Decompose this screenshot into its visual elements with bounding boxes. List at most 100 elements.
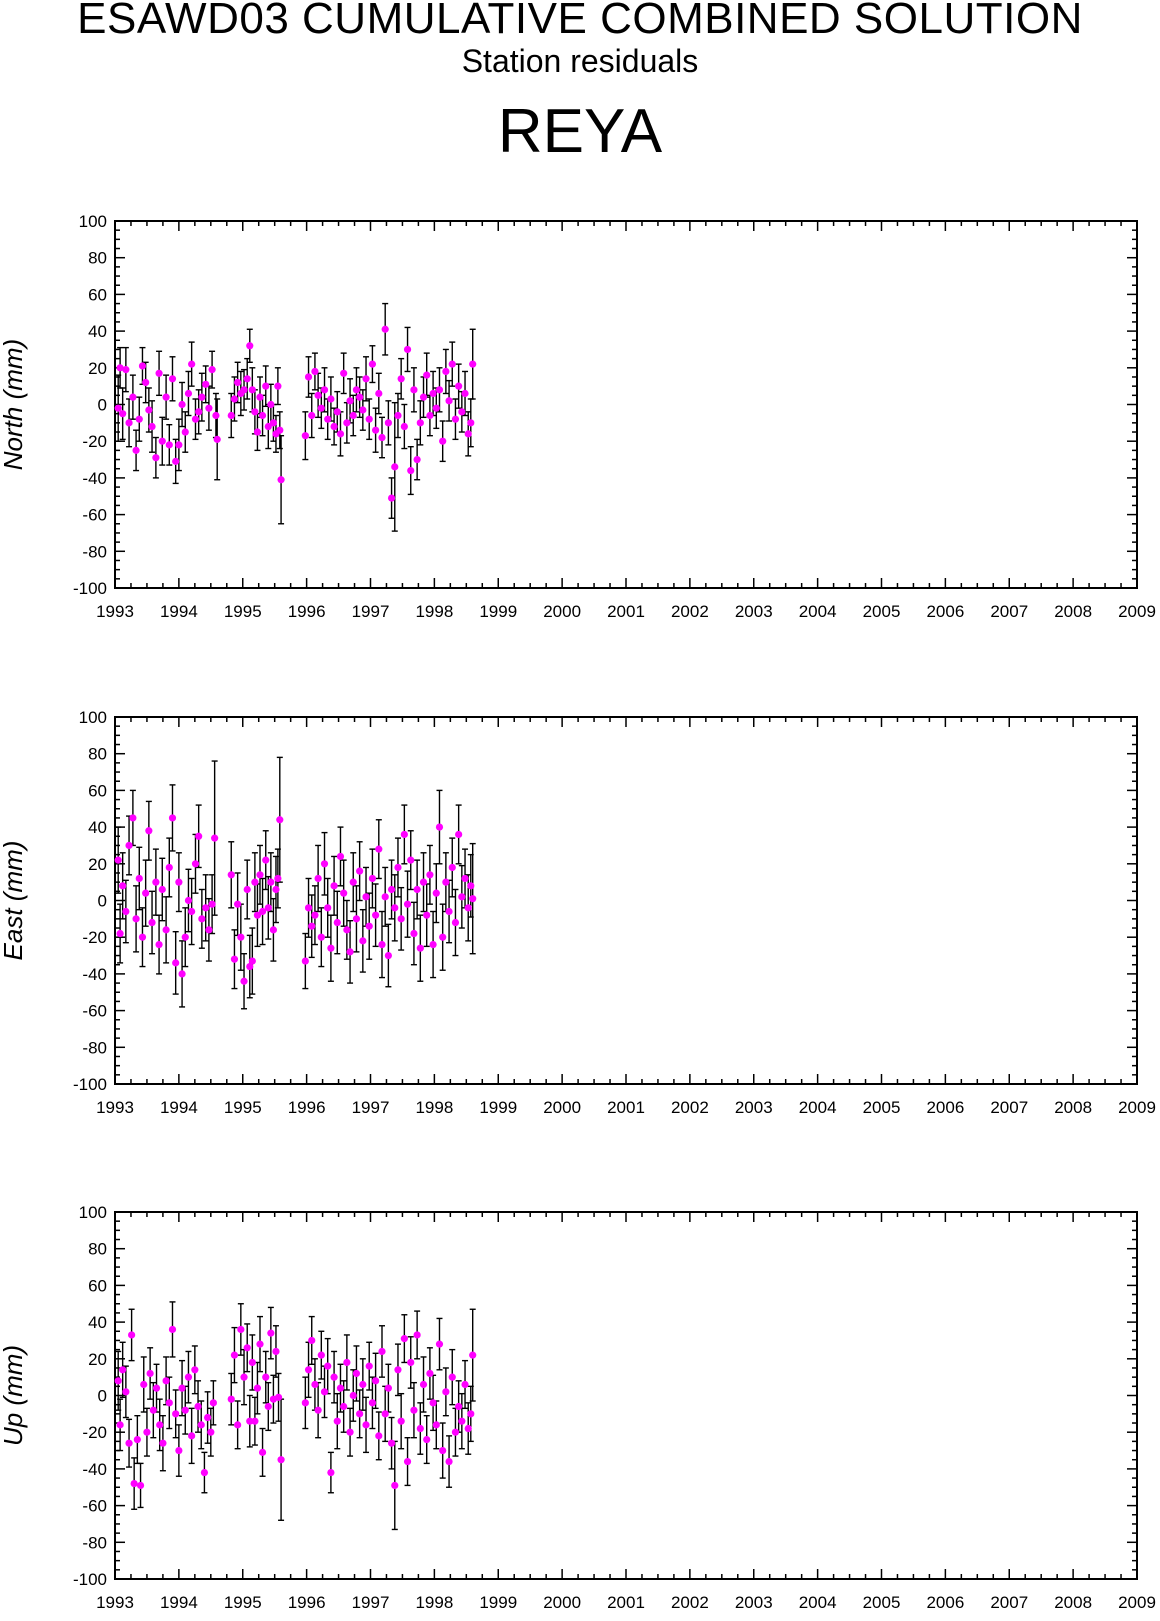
data-point (381, 325, 389, 333)
x-tick-label: 2006 (926, 1593, 964, 1612)
data-point (262, 856, 270, 864)
data-point (162, 926, 170, 934)
data-point (128, 1331, 136, 1339)
data-point (445, 397, 453, 405)
data-point (200, 1468, 209, 1477)
data-point (387, 885, 396, 894)
x-tick-label: 2009 (1118, 1593, 1156, 1612)
data-point (448, 360, 456, 368)
data-point (445, 907, 453, 916)
x-tick-label: 2005 (863, 1593, 901, 1612)
data-point (207, 1428, 215, 1436)
data-point (368, 1399, 377, 1407)
data-point (274, 874, 282, 883)
x-tick-label: 2001 (607, 1098, 645, 1117)
y-tick-label: -40 (82, 965, 107, 984)
data-point (432, 1421, 440, 1429)
y-tick-label: -100 (73, 579, 107, 598)
data-point (387, 494, 396, 502)
data-point (394, 863, 402, 872)
data-point (234, 378, 242, 387)
data-point (208, 366, 216, 374)
data-point (181, 428, 189, 436)
data-point (429, 389, 437, 398)
data-point (304, 1366, 313, 1374)
data-point (267, 878, 275, 886)
y-tick-label: 20 (88, 1350, 107, 1369)
data-point (269, 419, 278, 427)
data-point (426, 411, 434, 420)
y-axis-label: Up (mm) (0, 1345, 28, 1446)
x-tick-label: 2007 (990, 1593, 1028, 1612)
y-tick-label: 40 (88, 322, 107, 341)
panel-2: 100 80 60 40 20 0 -20 -40 -60 -80 -100 1993 1994 1995… (0, 1203, 1156, 1612)
data-point (346, 948, 354, 956)
data-point (122, 907, 130, 916)
data-point (426, 871, 434, 879)
data-point (333, 918, 341, 927)
y-tick-label: 0 (98, 396, 107, 415)
data-point (429, 1399, 437, 1407)
data-point (145, 827, 153, 835)
x-tick-label: 1996 (288, 1593, 326, 1612)
data-point (116, 929, 124, 938)
data-point (237, 1325, 245, 1334)
data-point (234, 900, 242, 908)
x-tick-label: 2000 (543, 602, 581, 621)
data-point (240, 386, 248, 394)
x-tick-label: 1998 (415, 602, 453, 621)
data-point (391, 1481, 399, 1490)
data-point (132, 915, 140, 923)
data-point (314, 1406, 322, 1414)
y-tick-label: -40 (82, 1460, 107, 1479)
data-point (253, 1384, 262, 1392)
x-tick-label: 2009 (1118, 602, 1156, 621)
data-point (372, 1377, 380, 1385)
data-point (455, 382, 463, 390)
data-point (205, 926, 213, 934)
data-point (403, 900, 412, 908)
data-point (362, 375, 370, 383)
data-point (181, 1406, 189, 1414)
data-point (211, 834, 219, 842)
data-point (413, 455, 421, 464)
data-point (330, 1373, 338, 1381)
data-point (429, 940, 437, 949)
data-point (410, 929, 418, 938)
x-tick-label: 2005 (863, 1098, 901, 1117)
data-point (330, 882, 338, 890)
data-point (356, 1410, 364, 1418)
data-point (426, 1369, 434, 1378)
data-point (340, 889, 348, 897)
x-tick-label: 1997 (352, 1098, 390, 1117)
data-point (448, 1373, 456, 1381)
data-point (439, 933, 447, 941)
chart-subtitle: Station residuals (461, 43, 699, 79)
data-point (276, 816, 284, 824)
data-point (267, 400, 275, 409)
data-point (324, 415, 332, 423)
data-point (142, 889, 150, 897)
data-point (432, 404, 440, 412)
data-point (276, 426, 284, 434)
data-point (340, 1402, 348, 1411)
data-point (175, 441, 183, 449)
data-point (346, 397, 354, 405)
data-point (458, 893, 466, 901)
data-point (133, 1435, 141, 1444)
data-point (256, 871, 264, 879)
data-point (272, 1347, 280, 1356)
data-point (248, 1358, 256, 1367)
data-point (343, 1358, 351, 1367)
y-tick-label: 40 (88, 818, 107, 837)
x-tick-label: 2004 (799, 1098, 837, 1117)
y-tick-label: -20 (82, 1423, 107, 1442)
y-tick-label: -80 (82, 1038, 107, 1057)
data-point (119, 1366, 127, 1374)
data-point (248, 386, 256, 394)
data-point (423, 911, 431, 919)
data-point (262, 1373, 270, 1381)
data-point (301, 1399, 309, 1407)
data-point (359, 937, 367, 945)
data-point (407, 856, 415, 864)
